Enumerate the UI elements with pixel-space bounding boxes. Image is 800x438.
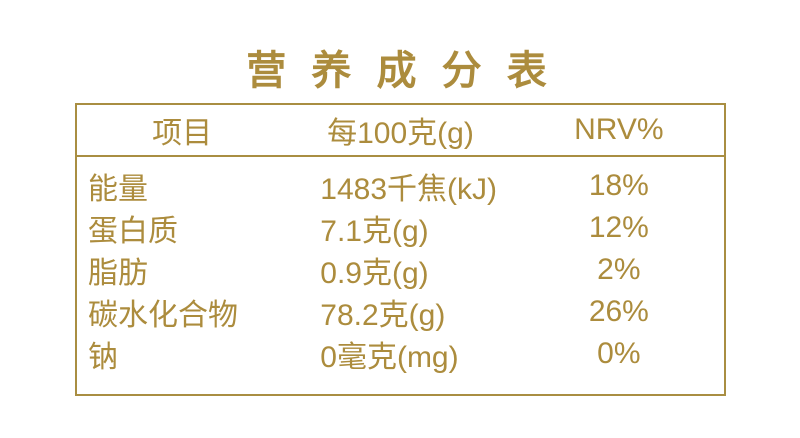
nutrient-value: 0毫克(mg): [320, 341, 459, 374]
nutrient-nrv: 12%: [588, 211, 649, 244]
table-row-energy: 能量 1483千焦(kJ) 18%: [77, 165, 724, 207]
nutrient-nrv: 2%: [597, 253, 641, 286]
nutrient-nrv: 18%: [588, 169, 649, 202]
nutrient-name: 脂肪: [88, 257, 148, 290]
header-nrv-column: NRV%: [574, 113, 664, 146]
nutrient-value: 7.1克(g): [320, 215, 429, 248]
table-row-carbohydrate: 碳水化合物 78.2克(g) 26%: [77, 291, 724, 333]
header-item-column: 项目: [152, 117, 213, 150]
nutrient-name: 钠: [88, 341, 118, 374]
table-row-protein: 蛋白质 7.1克(g) 12%: [77, 207, 724, 249]
header-per-100g-column: 每100克(g): [327, 117, 474, 150]
table-row-fat: 脂肪 0.9克(g) 2%: [77, 249, 724, 291]
table-row-sodium: 钠 0毫克(mg) 0%: [77, 333, 724, 375]
nutrient-value: 0.9克(g): [320, 257, 429, 290]
nutrient-name: 碳水化合物: [88, 299, 238, 332]
nutrient-name: 蛋白质: [88, 215, 178, 248]
nutrition-table-title: 营 养 成 分 表: [246, 49, 554, 93]
nutrition-facts-table: 项目 每100克(g) NRV% 能量 1483千焦(kJ) 18% 蛋白质 7…: [75, 103, 726, 396]
nutrient-nrv: 0%: [597, 337, 641, 370]
nutrient-nrv: 26%: [588, 295, 649, 328]
table-body: 能量 1483千焦(kJ) 18% 蛋白质 7.1克(g) 12% 脂肪 0.9…: [77, 157, 724, 375]
nutrient-name: 能量: [88, 173, 148, 206]
nutrient-value: 1483千焦(kJ): [320, 173, 497, 206]
table-header-row: 项目 每100克(g) NRV%: [77, 105, 724, 157]
nutrient-value: 78.2克(g): [320, 299, 446, 332]
